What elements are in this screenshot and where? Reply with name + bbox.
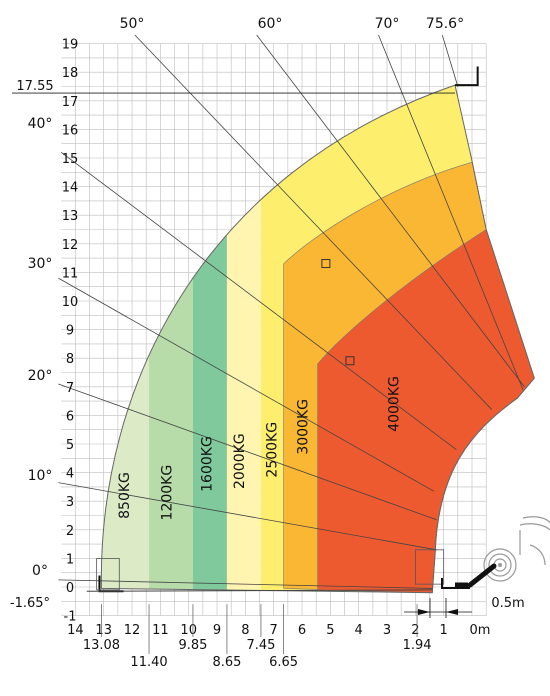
- y-tick-label: -1: [64, 610, 77, 625]
- y-tick-label: 2: [66, 524, 74, 539]
- ground-line: [86, 589, 433, 592]
- y-tick-label: 16: [62, 123, 79, 138]
- x-tick-label: 10: [180, 623, 197, 638]
- y-tick-label: 0: [66, 581, 74, 596]
- y-tick-label: 19: [62, 38, 79, 53]
- zone-label-1200kg: 1200KG: [160, 465, 176, 521]
- boom-angle-lines: 0° 10° 20° 30° 40° 50° 60° 70° 75.6°: [28, 16, 525, 589]
- angle-label: 50°: [120, 16, 145, 32]
- y-tick-label: 1: [66, 552, 74, 567]
- x-marker-label: 9.85: [178, 638, 207, 653]
- angle-line: [58, 482, 437, 551]
- y-tick-label: 15: [62, 152, 79, 167]
- zone-label-4000kg: 4000KG: [386, 376, 402, 432]
- reach-box: [96, 558, 120, 591]
- angle-line: [441, 34, 459, 87]
- angle-label: 60°: [258, 16, 283, 32]
- offset-arrow: [418, 609, 430, 615]
- x-tick-label: 11: [152, 623, 169, 638]
- angle-label: 0°: [32, 563, 48, 579]
- angle-line: [58, 277, 434, 492]
- x-marker-label: 6.65: [269, 655, 298, 670]
- x-marker-label: 11.40: [130, 655, 167, 670]
- x-tick-label: 13: [95, 623, 112, 638]
- angle-line: [58, 383, 437, 521]
- telehandler-icon: [441, 516, 550, 589]
- zone-label-2000kg: 2000KG: [232, 433, 248, 489]
- zone-label-3000kg: 3000KG: [296, 399, 312, 455]
- x-marker-label: 1.94: [403, 638, 432, 653]
- misc-marks: 0.5m: [86, 66, 525, 618]
- y-tick-label: 11: [62, 266, 79, 281]
- y-tick-label: 4: [66, 467, 74, 482]
- y-tick-label: 8: [66, 352, 74, 367]
- angle-line: [256, 34, 525, 388]
- x-tick-label: 2: [411, 623, 419, 638]
- x-tick-label: 7: [270, 623, 278, 638]
- envelope-outline: [100, 84, 535, 594]
- y-tick-label: 5: [66, 438, 74, 453]
- y-tick-label: 10: [62, 295, 79, 310]
- x-marker-label: 8.65: [212, 655, 241, 670]
- tip-bracket: [455, 66, 479, 87]
- near-box: [414, 549, 445, 585]
- x-tick-label: 3: [383, 623, 391, 638]
- angle-line: [134, 34, 493, 410]
- x-axis-markers: 13.08 11.40 9.85 8.65 7.45 6.65 1.94: [83, 604, 432, 670]
- marker-square: [321, 259, 331, 269]
- x-marker-label: 7.45: [246, 638, 275, 653]
- x-tick-label: 4: [355, 623, 363, 638]
- y-tick-label: 18: [62, 66, 79, 81]
- x-tick-label: 1: [440, 623, 448, 638]
- angle-label: 75.6°: [426, 16, 464, 32]
- x-tick-label: 0m: [470, 623, 491, 638]
- zone-label-1600kg: 1600KG: [199, 436, 215, 492]
- offset-label: 0.5m: [491, 596, 524, 611]
- angle-label: 70°: [375, 16, 400, 32]
- y-marker-label: -1.65°: [10, 596, 50, 611]
- zone-label-850kg: 850KG: [117, 472, 133, 519]
- y-tick-label: 14: [62, 181, 79, 196]
- band-2500kg: [260, 85, 284, 593]
- angle-label: 10°: [28, 468, 53, 484]
- x-axis-ticks: 14 13 12 11 10 9 8 7 6 5 4 3 2 1 0m: [67, 623, 490, 638]
- y-tick-label: 17: [62, 95, 79, 110]
- y-axis-ticks: 191817161514131211109876543210-117.55-1.…: [10, 38, 456, 625]
- x-tick-label: 8: [241, 623, 249, 638]
- angle-line: [378, 34, 524, 390]
- y-tick-label: 13: [62, 209, 79, 224]
- angle-line: [60, 151, 457, 451]
- x-marker-label: 13.08: [83, 638, 120, 653]
- zone-label-2500kg: 2500KG: [265, 422, 281, 478]
- x-tick-label: 12: [124, 623, 141, 638]
- angle-label: 30°: [28, 256, 53, 272]
- offset-arrow: [446, 609, 458, 615]
- zone-labels: 850KG 1200KG 1600KG 2000KG 2500KG 3000KG 4000K…: [117, 376, 402, 520]
- angle-label: 20°: [28, 368, 53, 384]
- y-tick-label: 9: [66, 324, 74, 339]
- x-tick-label: 9: [213, 623, 221, 638]
- angle-label: 40°: [28, 116, 53, 132]
- y-tick-label: 3: [66, 495, 74, 510]
- marker-square: [345, 356, 355, 366]
- angle-line: [58, 579, 433, 589]
- y-tick-label: 12: [62, 238, 79, 253]
- y-tick-label: 6: [66, 409, 74, 424]
- x-tick-label: 14: [67, 623, 84, 638]
- y-tick-label: 7: [66, 381, 74, 396]
- y-marker-label: 17.55: [16, 79, 53, 94]
- x-tick-label: 6: [298, 623, 306, 638]
- x-tick-label: 5: [326, 623, 334, 638]
